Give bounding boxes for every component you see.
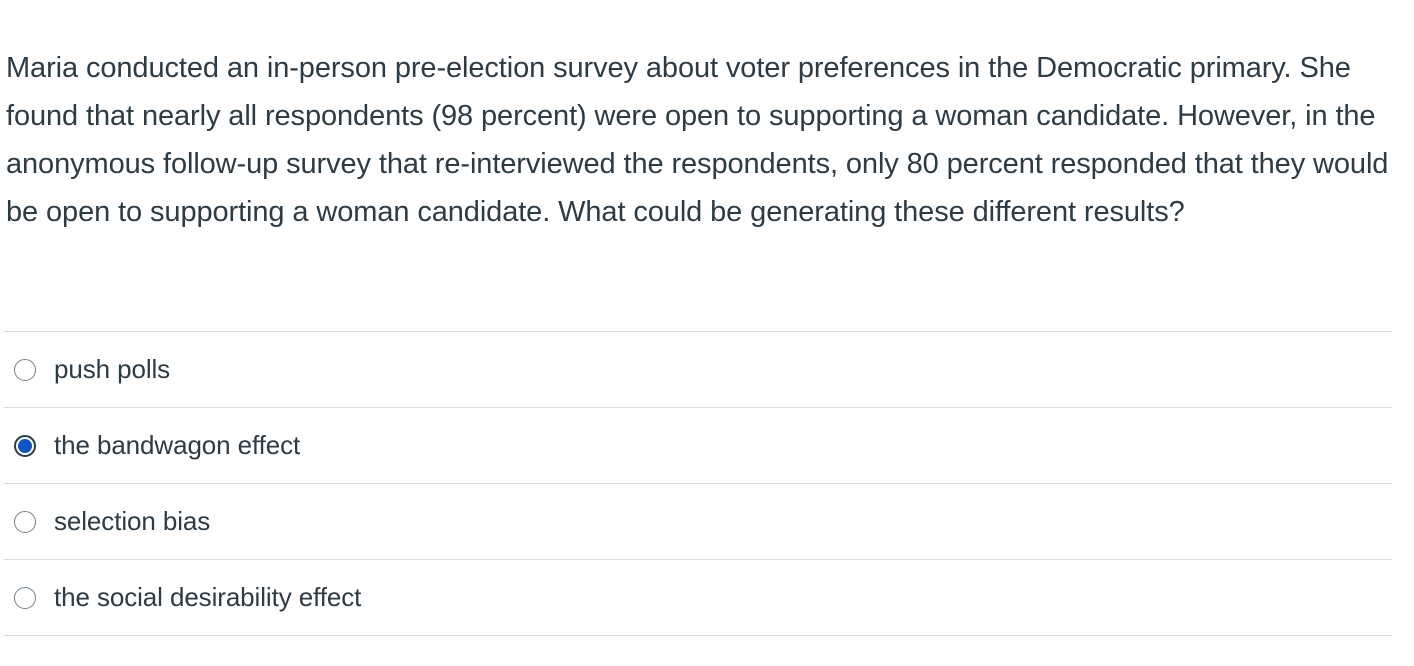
answer-label: the bandwagon effect <box>54 430 301 460</box>
answer-list: push polls the bandwagon effect selectio… <box>4 331 1392 636</box>
radio-button-bandwagon-effect[interactable] <box>14 434 36 457</box>
question-text: Maria conducted an in-person pre-electio… <box>6 52 1389 228</box>
answer-label: selection bias <box>54 506 211 536</box>
radio-button-push-polls[interactable] <box>14 358 36 381</box>
radio-button-selection-bias[interactable] <box>14 510 36 533</box>
radio-button-social-desirability-effect[interactable] <box>14 586 36 609</box>
answer-option-push-polls[interactable]: push polls <box>4 332 1392 408</box>
answer-option-selection-bias[interactable]: selection bias <box>4 484 1392 560</box>
answer-option-social-desirability-effect[interactable]: the social desirability effect <box>4 560 1392 636</box>
answer-label: the social desirability effect <box>54 582 362 612</box>
answer-option-bandwagon-effect[interactable]: the bandwagon effect <box>4 408 1392 484</box>
answer-label: push polls <box>54 354 171 384</box>
